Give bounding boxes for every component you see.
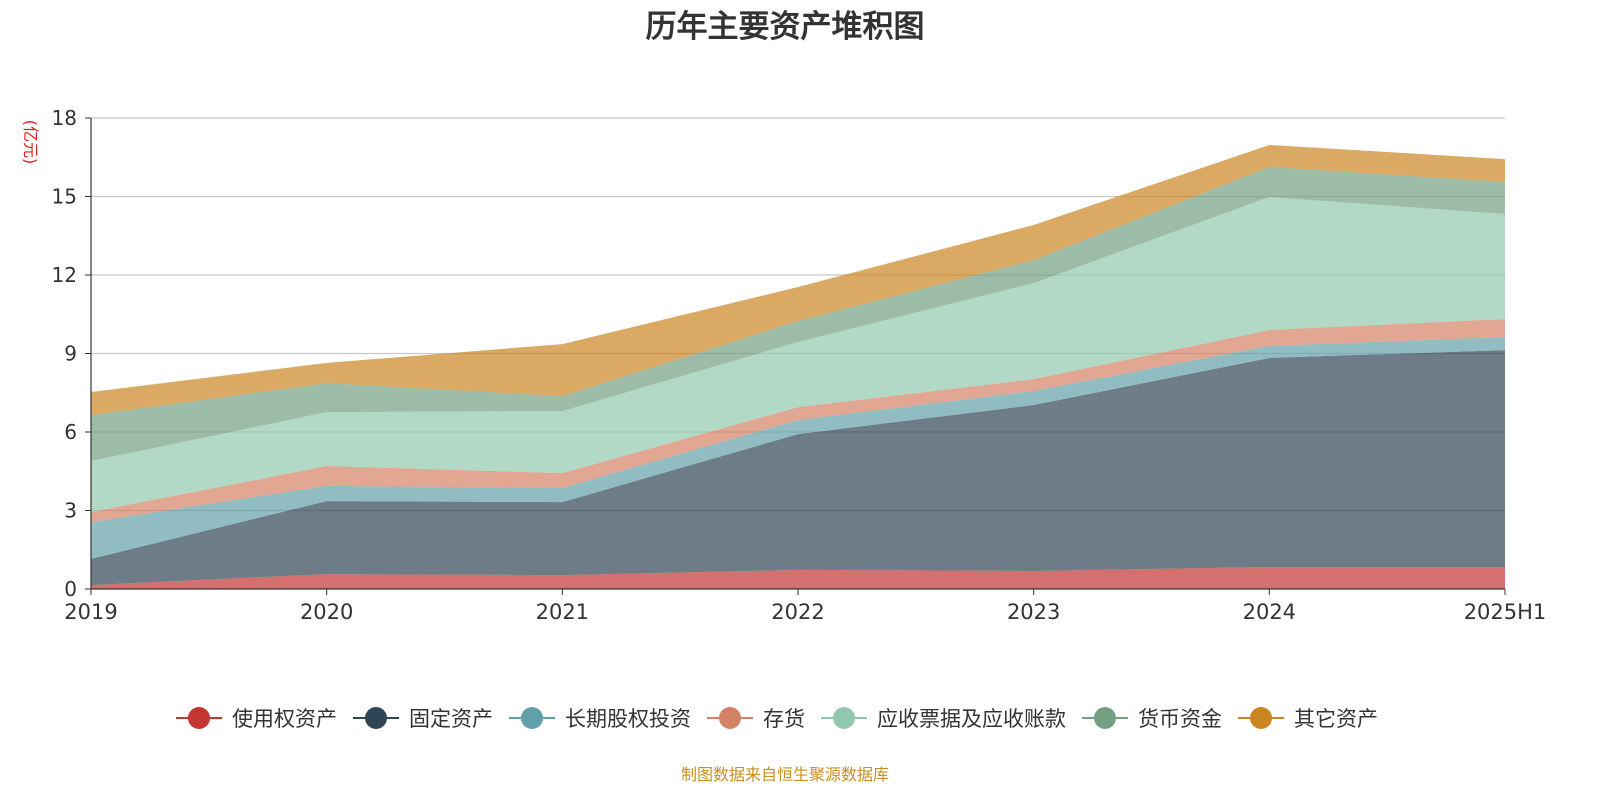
legend-label: 应收票据及应收账款	[877, 707, 1066, 731]
legend-label: 使用权资产	[232, 707, 337, 731]
x-tick-label: 2025H1	[1464, 600, 1547, 624]
legend-item[interactable]: 使用权资产	[176, 707, 337, 731]
legend-label: 固定资产	[409, 707, 493, 731]
y-tick-label: 15	[52, 185, 77, 209]
legend: 使用权资产 固定资产 长期股权投资 存货 应收票据及应收账款 货币资金 其它资产	[176, 707, 1378, 731]
area-1	[91, 350, 1505, 586]
legend-label: 货币资金	[1138, 707, 1222, 731]
legend-item[interactable]: 其它资产	[1238, 707, 1378, 731]
legend-item[interactable]: 长期股权投资	[509, 707, 691, 731]
legend-label: 长期股权投资	[565, 707, 691, 731]
y-tick-label: 12	[52, 263, 77, 287]
source-note: 制图数据来自恒生聚源数据库	[681, 765, 889, 784]
x-tick-label: 2020	[300, 600, 353, 624]
chart-title: 历年主要资产堆积图	[646, 9, 925, 45]
y-tick-label: 6	[64, 420, 77, 444]
y-tick-label: 0	[64, 577, 77, 601]
axes: 0 3 6 9 12 15 18 2019 2020 2021 2022 2023 2024 2025H1	[52, 106, 1547, 624]
area-4	[91, 197, 1505, 513]
legend-circle-icon	[719, 707, 741, 729]
legend-item[interactable]: 存货	[707, 707, 805, 731]
legend-circle-icon	[833, 707, 855, 729]
y-tick-label: 3	[64, 499, 77, 523]
area-5	[91, 166, 1505, 462]
legend-circle-icon	[521, 707, 543, 729]
x-tick-label: 2022	[771, 600, 824, 624]
y-tick-label: 18	[52, 106, 77, 130]
y-axis-label: (亿元)	[21, 120, 40, 165]
legend-circle-icon	[1094, 707, 1116, 729]
legend-item[interactable]: 应收票据及应收账款	[821, 707, 1066, 731]
legend-label: 其它资产	[1294, 707, 1378, 731]
legend-item[interactable]: 固定资产	[353, 707, 493, 731]
legend-label: 存货	[763, 707, 805, 731]
area-6	[91, 144, 1505, 415]
areas	[91, 144, 1505, 589]
y-tick-label: 9	[64, 342, 77, 366]
area-0	[91, 567, 1505, 589]
x-tick-label: 2024	[1243, 600, 1296, 624]
legend-item[interactable]: 货币资金	[1082, 707, 1222, 731]
x-tick-label: 2023	[1007, 600, 1060, 624]
x-tick-label: 2021	[536, 600, 589, 624]
x-tick-label: 2019	[64, 600, 117, 624]
legend-circle-icon	[365, 707, 387, 729]
legend-circle-icon	[1250, 707, 1272, 729]
area-3	[91, 318, 1505, 523]
legend-circle-icon	[188, 707, 210, 729]
